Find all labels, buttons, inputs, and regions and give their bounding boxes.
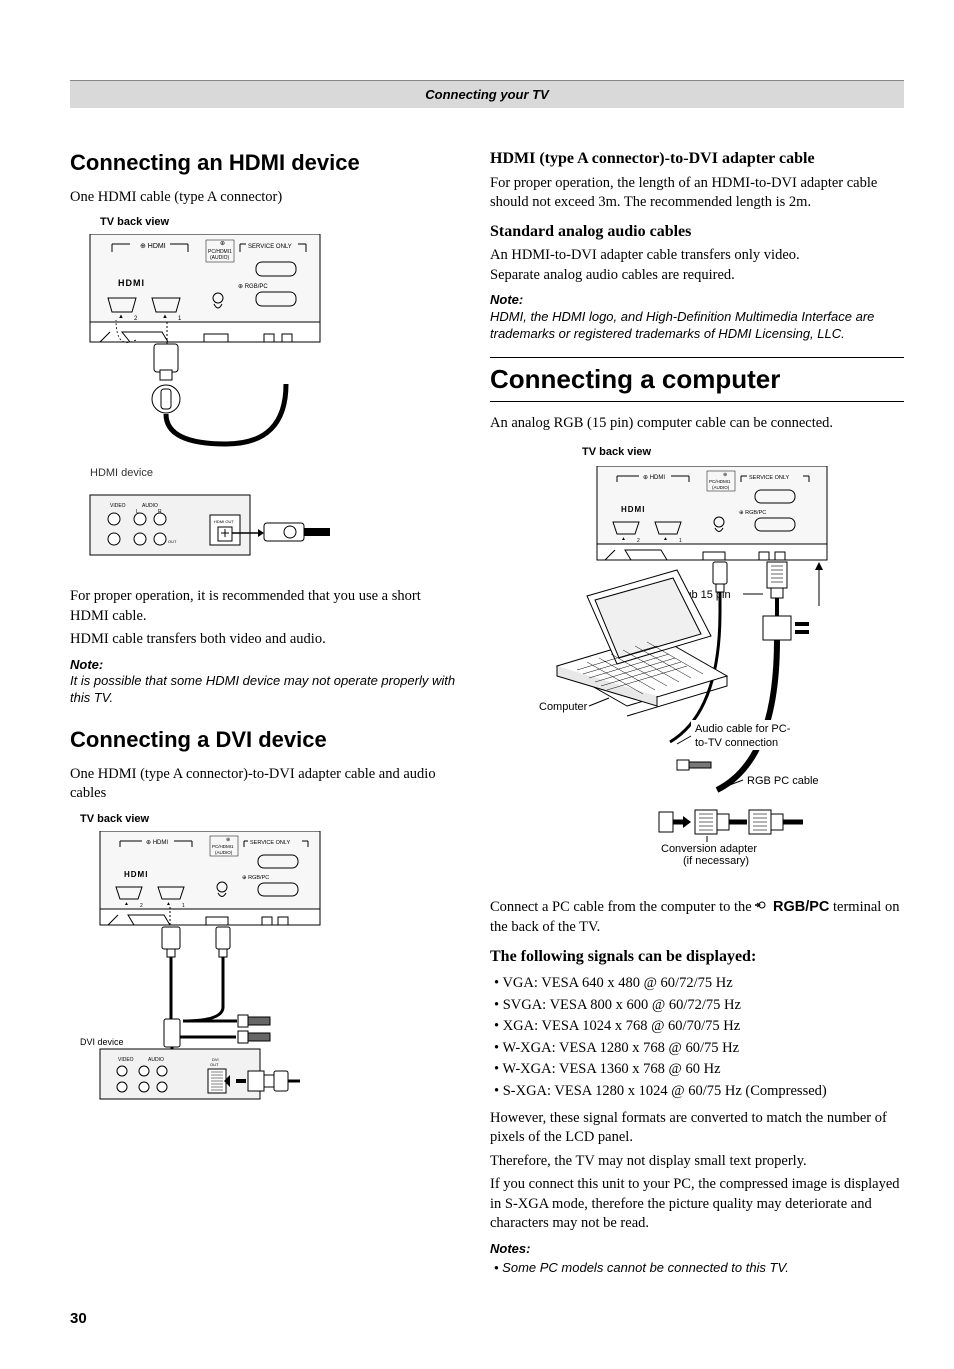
right-column: HDMI (type A connector)-to-DVI adapter c… [490,148,904,1279]
computer-note-item: Some PC models cannot be connected to th… [494,1259,904,1277]
svg-text:PC/HDMI1: PC/HDMI1 [709,479,731,484]
svg-text:▲: ▲ [162,314,168,320]
svg-text:VIDEO: VIDEO [110,503,126,509]
svg-text:2: 2 [140,903,143,909]
svg-text:HDMI: HDMI [124,870,148,879]
hdmi-note-label: Note: [70,656,460,674]
page-number: 30 [70,1309,904,1329]
signals-list: VGA: VESA 640 x 480 @ 60/72/75 Hz SVGA: … [490,973,904,1102]
svg-text:SERVICE ONLY: SERVICE ONLY [250,840,290,846]
computer-connect-text: Connect a PC cable from the computer to … [490,898,904,937]
svg-text:(AUDIO): (AUDIO) [210,255,230,261]
content-columns: Connecting an HDMI device One HDMI cable… [70,148,904,1279]
svg-text:2: 2 [637,538,640,544]
svg-text:1: 1 [182,903,185,909]
svg-text:to-TV connection: to-TV connection [695,737,778,749]
hdmi-diagram-label: TV back view [100,215,460,230]
svg-text:▲: ▲ [663,536,668,542]
svg-text:⊕ HDMI: ⊕ HDMI [146,840,168,846]
signal-item: W-XGA: VESA 1280 x 768 @ 60/75 Hz [494,1038,904,1060]
svg-text:⊕ RGB/PC: ⊕ RGB/PC [238,284,268,290]
computer-notes-list: Some PC models cannot be connected to th… [490,1259,904,1277]
svg-text:PC/HDMI1: PC/HDMI1 [212,844,234,849]
svg-text:⊕ RGB/PC: ⊕ RGB/PC [242,875,269,881]
svg-text:⊕ HDMI: ⊕ HDMI [643,475,665,481]
signals-heading: The following signals can be displayed: [490,946,904,968]
svg-text:HDMI OUT: HDMI OUT [214,519,234,524]
hdmi-device-label: HDMI device [90,466,460,481]
svg-text:RGB PC cable: RGB PC cable [747,775,819,787]
computer-diagram: ⊕ HDMI ⊕ PC/HDMI1 (AUDIO) SERVICE ONLY H… [490,466,904,886]
svg-text:AUDIO: AUDIO [148,1057,164,1063]
rgbpc-label: RGB/PC [773,899,829,915]
svg-text:SERVICE ONLY: SERVICE ONLY [749,475,789,481]
dvi-device-label-svg: DVI device [80,1037,124,1047]
dvi-diagram-label: TV back view [80,812,460,827]
analog-body-1: An HDMI-to-DVI adapter cable transfers o… [490,246,904,266]
hdmi-dvi-body: For proper operation, the length of an H… [490,174,904,213]
hdmi-dvi-heading: HDMI (type A connector)-to-DVI adapter c… [490,148,904,170]
computer-diagram-label: TV back view [582,445,812,460]
svg-text:(AUDIO): (AUDIO) [215,850,233,855]
svg-text:1: 1 [679,538,682,544]
signal-item: VGA: VESA 640 x 480 @ 60/72/75 Hz [494,973,904,995]
svg-text:⊕ RGB/PC: ⊕ RGB/PC [739,510,766,516]
svg-text:HDMI: HDMI [621,505,645,514]
svg-text:SERVICE ONLY: SERVICE ONLY [248,244,292,250]
computer-para-3: If you connect this unit to your PC, the… [490,1175,904,1234]
computer-intro: An analog RGB (15 pin) computer cable ca… [490,414,904,434]
svg-text:⊕: ⊕ [220,241,225,247]
signal-item: S-XGA: VESA 1280 x 1024 @ 60/75 Hz (Comp… [494,1081,904,1103]
svg-text:Audio cable for PC-: Audio cable for PC- [695,723,791,735]
header-bar: Connecting your TV [70,80,904,108]
analog-heading: Standard analog audio cables [490,221,904,243]
svg-text:(if necessary): (if necessary) [683,855,749,867]
svg-text:▲: ▲ [621,536,626,542]
svg-text:Conversion adapter: Conversion adapter [661,843,757,855]
hdmi-intro: One HDMI cable (type A connector) [70,188,460,208]
svg-text:OUT: OUT [168,539,177,544]
connect-pre: Connect a PC cable from the computer to … [490,899,755,915]
hdmi-section-title: Connecting an HDMI device [70,148,460,178]
analog-body-2: Separate analog audio cables are require… [490,266,904,286]
hdmi-device-diagram: VIDEO AUDIO L R OUT HDMI OUT [70,485,460,575]
hdmi-after-2: HDMI cable transfers both video and audi… [70,630,460,650]
dvi-intro: One HDMI (type A connector)-to-DVI adapt… [70,765,460,804]
computer-notes-label: Notes: [490,1240,904,1258]
right-note-body: HDMI, the HDMI logo, and High-Definition… [490,309,904,343]
signal-item: W-XGA: VESA 1360 x 768 @ 60 Hz [494,1059,904,1081]
signal-item: SVGA: VESA 800 x 600 @ 60/72/75 Hz [494,995,904,1017]
hdmi-note-body: It is possible that some HDMI device may… [70,673,460,707]
left-column: Connecting an HDMI device One HDMI cable… [70,148,460,1279]
svg-text:VIDEO: VIDEO [118,1057,134,1063]
svg-text:▲: ▲ [124,901,129,907]
dvi-diagram: ⊕ HDMI ⊕ PC/HDMI1 (AUDIO) SERVICE ONLY H… [70,831,460,1111]
computer-para-2: Therefore, the TV may not display small … [490,1152,904,1172]
hdmi-after-1: For proper operation, it is recommended … [70,587,460,626]
svg-text:HDMI: HDMI [118,278,145,288]
svg-text:⊕ HDMI: ⊕ HDMI [140,243,166,250]
header-title: Connecting your TV [425,86,549,104]
svg-text:OUT: OUT [210,1062,219,1067]
input-icon [755,898,769,918]
svg-text:AUDIO: AUDIO [142,503,158,509]
svg-text:(AUDIO): (AUDIO) [712,485,730,490]
hdmi-diagram: ⊕ HDMI ⊕ PC/HDMI1 (AUDIO) SERVICE ONLY H [70,234,460,454]
svg-text:⊕: ⊕ [723,472,727,478]
dvi-section-title: Connecting a DVI device [70,725,460,755]
svg-text:⊕: ⊕ [226,837,230,843]
right-note-label: Note: [490,291,904,309]
svg-text:▲: ▲ [118,314,124,320]
signal-item: XGA: VESA 1024 x 768 @ 60/70/75 Hz [494,1016,904,1038]
computer-label: Computer [539,701,588,713]
svg-text:▲: ▲ [166,901,171,907]
computer-para-1: However, these signal formats are conver… [490,1109,904,1148]
computer-section-title: Connecting a computer [490,357,904,402]
